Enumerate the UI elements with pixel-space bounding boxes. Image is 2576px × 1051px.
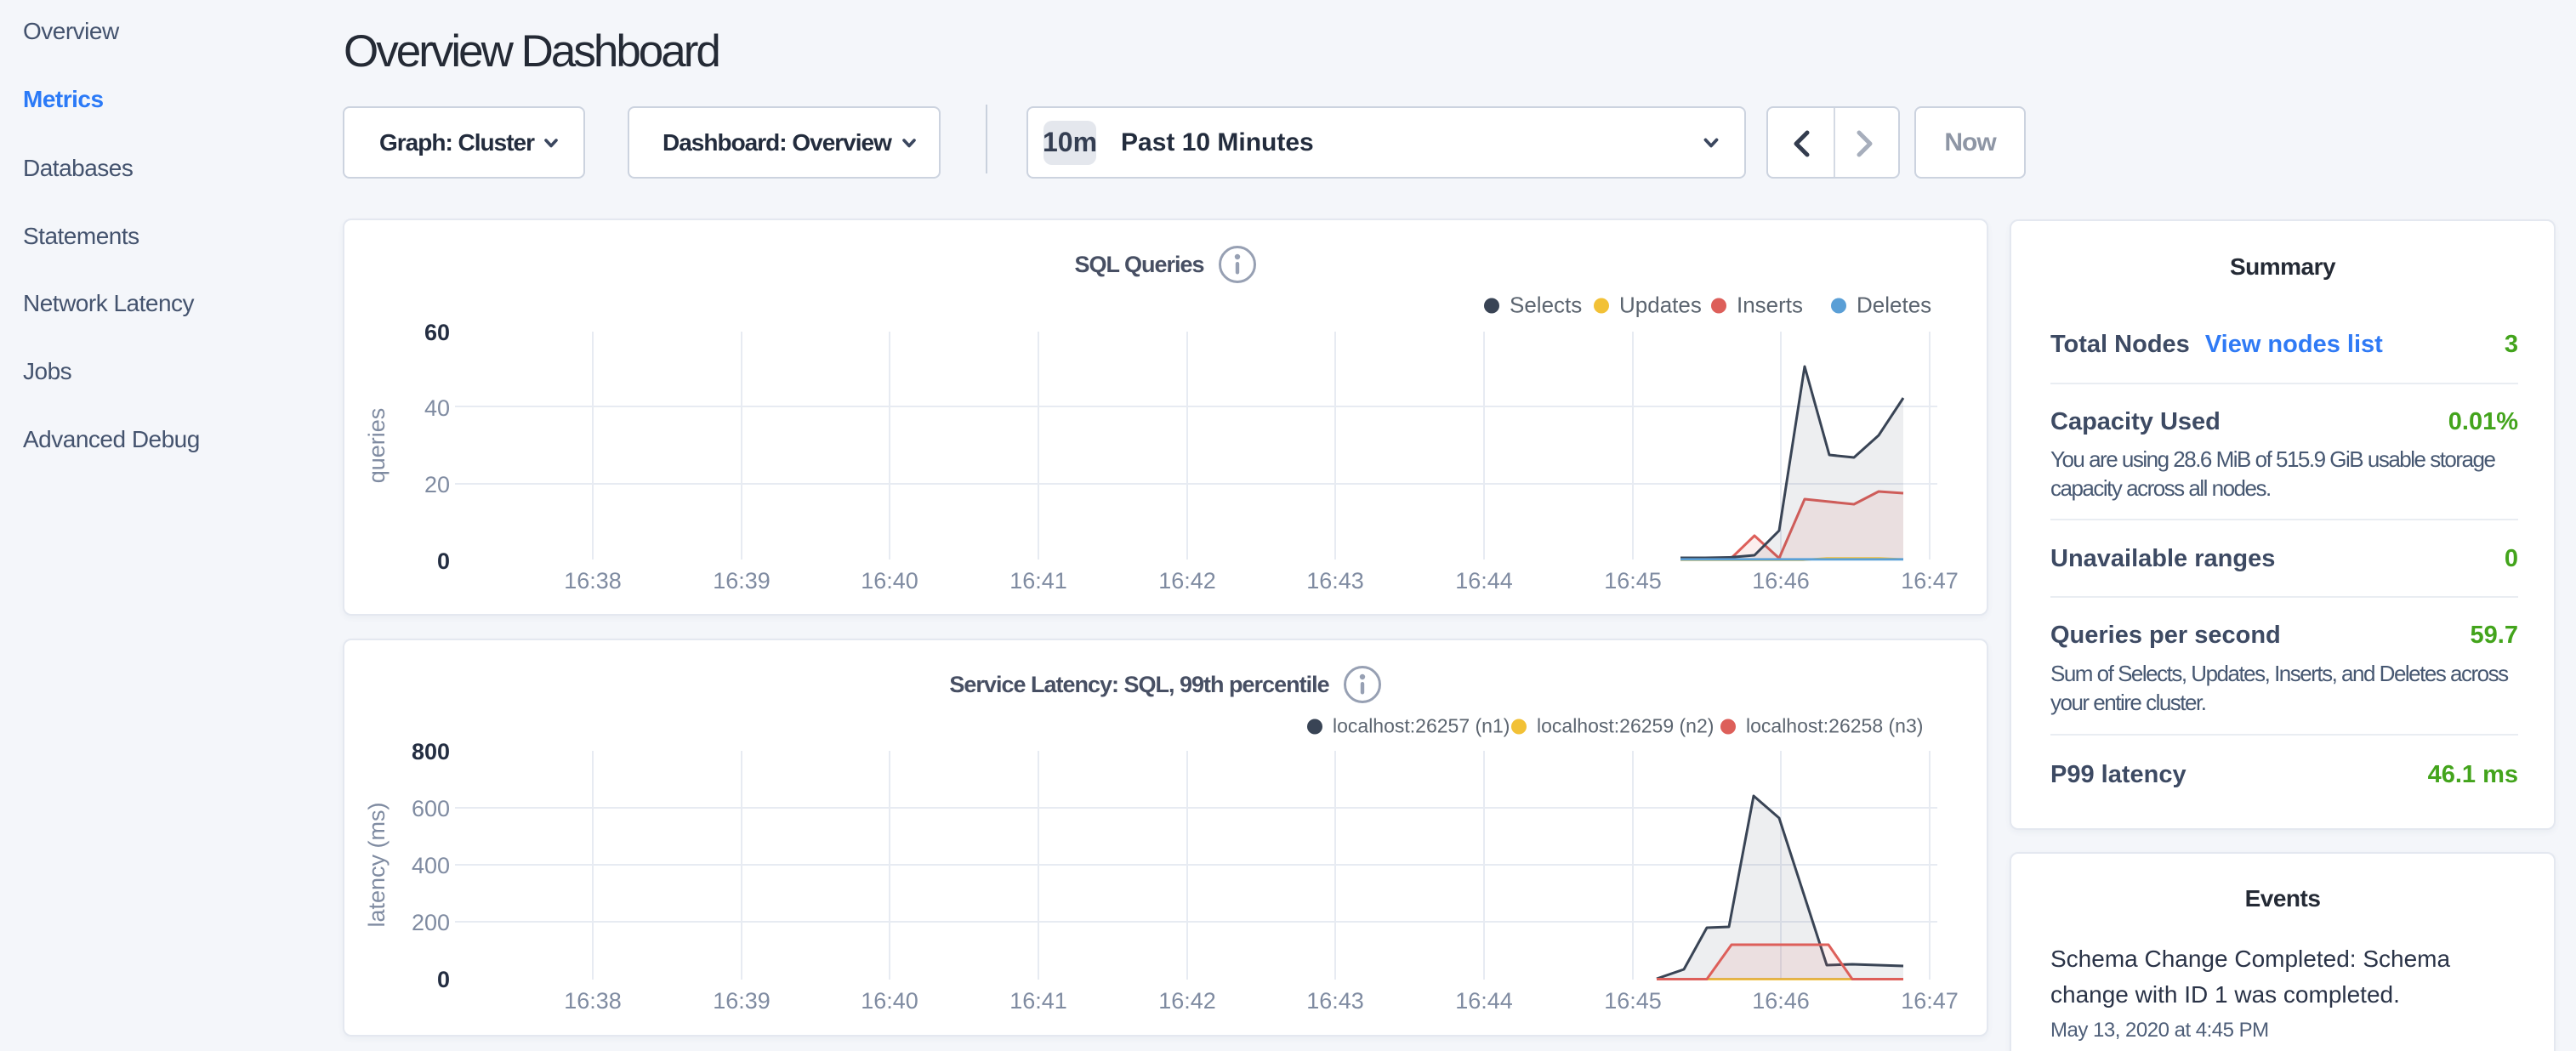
svg-text:60: 60	[424, 320, 450, 345]
svg-text:0: 0	[437, 548, 450, 574]
svg-text:latency (ms): latency (ms)	[364, 802, 390, 927]
svg-text:16:40: 16:40	[861, 988, 918, 1014]
svg-text:16:41: 16:41	[1009, 988, 1067, 1014]
svg-text:16:38: 16:38	[564, 568, 622, 594]
svg-text:400: 400	[412, 853, 450, 878]
svg-text:16:46: 16:46	[1752, 988, 1810, 1014]
svg-text:16:46: 16:46	[1752, 568, 1810, 594]
svg-text:16:45: 16:45	[1604, 568, 1662, 594]
svg-text:16:47: 16:47	[1901, 988, 1959, 1014]
svg-text:600: 600	[412, 796, 450, 821]
svg-text:16:42: 16:42	[1158, 568, 1216, 594]
svg-text:queries: queries	[364, 408, 390, 484]
svg-text:16:39: 16:39	[713, 988, 771, 1014]
svg-text:0: 0	[437, 967, 450, 992]
svg-text:16:38: 16:38	[564, 988, 622, 1014]
svg-text:16:42: 16:42	[1158, 988, 1216, 1014]
svg-text:16:43: 16:43	[1306, 568, 1364, 594]
svg-text:20: 20	[424, 472, 450, 497]
svg-text:16:40: 16:40	[861, 568, 918, 594]
svg-text:16:43: 16:43	[1306, 988, 1364, 1014]
svg-text:200: 200	[412, 910, 450, 935]
svg-text:16:41: 16:41	[1009, 568, 1067, 594]
svg-text:16:45: 16:45	[1604, 988, 1662, 1014]
svg-text:16:44: 16:44	[1455, 568, 1513, 594]
svg-text:40: 40	[424, 395, 450, 421]
svg-text:16:39: 16:39	[713, 568, 771, 594]
svg-text:800: 800	[412, 739, 450, 764]
svg-text:16:47: 16:47	[1901, 568, 1959, 594]
svg-text:16:44: 16:44	[1455, 988, 1513, 1014]
